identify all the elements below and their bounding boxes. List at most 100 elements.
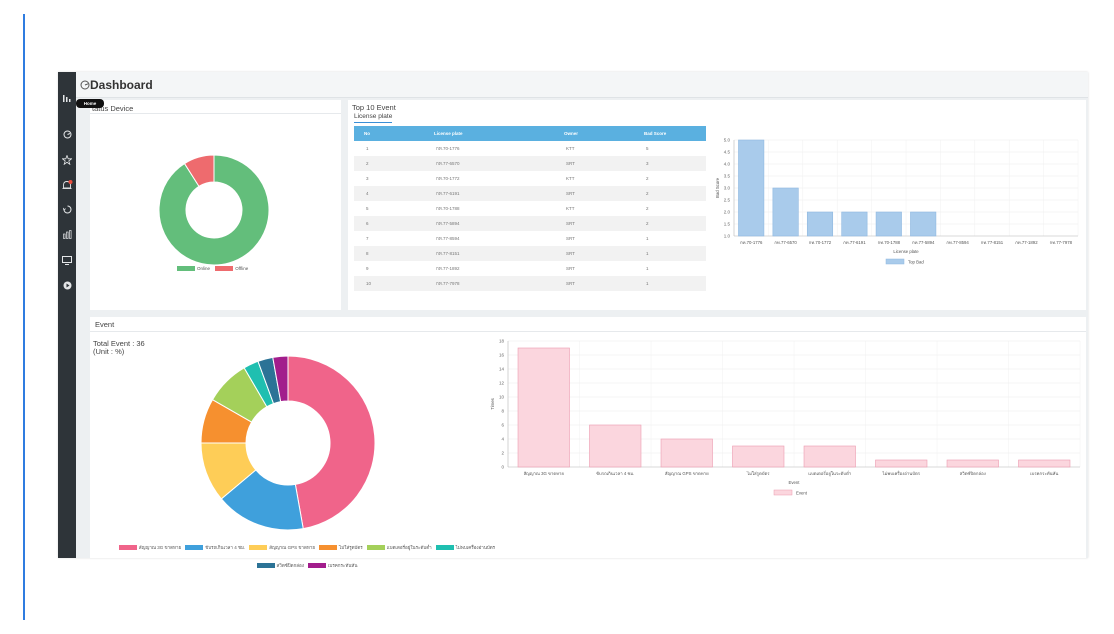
cell-bad-score: 1 (634, 246, 706, 261)
unit-label: (Unit : %) (93, 347, 125, 356)
bar[interactable] (772, 187, 799, 237)
bar[interactable] (875, 211, 902, 237)
legend-item[interactable]: ไม่พบเครื่องอ่านบัตร (432, 544, 495, 551)
bar[interactable] (910, 211, 937, 237)
y-tick-label: 4.5 (724, 150, 731, 155)
x-tick-label: กท.77-6191 (843, 240, 866, 245)
table-row[interactable]: 7 กท.77-8594 SRT 1 (354, 231, 706, 246)
legend-swatch (435, 545, 454, 551)
y-tick-label: 1.5 (724, 222, 731, 227)
event-panel-title: Event (95, 320, 115, 329)
bar[interactable] (589, 424, 642, 468)
event-bar-chart: 0 2 4 6 8 10 12 14 16 18 สัญญาณ 3G ขาดหาย ขับรถเกิน… (490, 339, 1081, 496)
legend-item[interactable]: สัญญาณ 3G ขาดหาย (115, 544, 181, 551)
cell-bad-score: 2 (646, 206, 649, 211)
legend-label[interactable]: Top Bad (908, 260, 924, 265)
monitor-icon[interactable] (58, 255, 76, 269)
cell-no: 7 (366, 236, 369, 241)
column-header-license-plate[interactable]: License plate (424, 126, 554, 141)
bar[interactable] (875, 459, 928, 468)
report-icon[interactable] (58, 229, 76, 243)
legend-item[interactable]: เบรคกระทันหัน (304, 562, 357, 569)
bar[interactable] (946, 459, 999, 468)
table-row[interactable]: 9 กท.77-1892 SRT 1 (354, 261, 706, 276)
y-tick-label: 4.0 (724, 162, 731, 167)
legend-label: สัญญาณ GPS ขาดหาย (269, 545, 316, 550)
cell-bad-score: 2 (646, 176, 649, 181)
cell-license-plate: กท.77-1892 (436, 266, 460, 271)
table-row[interactable]: 5 กท.70-1788 KTT 2 (354, 201, 706, 216)
status-slice[interactable] (183, 154, 215, 188)
stats-icon[interactable] (58, 93, 76, 107)
y-tick-label: 6 (501, 423, 504, 428)
total-event-label: Total Event : 36 (93, 339, 145, 348)
dashboard-icon[interactable] (58, 129, 76, 143)
cell-no: 8 (354, 246, 424, 261)
play-icon[interactable] (58, 280, 76, 294)
legend-label: เบรคกระทันหัน (327, 563, 358, 568)
legend-item[interactable]: แบตเตอรี่อยู่ในระดับต่ำ (363, 544, 432, 551)
top-event-title: Top 10 Event (352, 103, 396, 112)
table-row[interactable]: 6 กท.77-5894 SRT 2 (354, 216, 706, 231)
cell-bad-score: 3 (634, 156, 706, 171)
y-tick-label: 4 (501, 437, 504, 442)
bar[interactable] (1018, 459, 1071, 468)
sidebar (58, 72, 76, 558)
status-donut-chart (158, 154, 270, 266)
y-tick-label: 8 (501, 409, 504, 414)
cell-owner: SRT (554, 216, 634, 231)
bar[interactable] (660, 438, 713, 468)
bar[interactable] (732, 445, 785, 468)
legend-label-online[interactable]: Online (197, 266, 211, 271)
legend-item[interactable]: ขับรถเกินเวลา 4 ชม. (181, 544, 245, 551)
column-header-bad-score[interactable]: Bad Score (634, 126, 706, 141)
cell-owner: SRT (554, 186, 634, 201)
bar[interactable] (806, 211, 834, 237)
y-tick-label: 2.5 (724, 198, 731, 203)
cell-owner: SRT (566, 236, 575, 241)
x-tick-label: แบตเตอรี่อยู่ในระดับต่ำ (808, 470, 851, 477)
cell-owner: SRT (554, 246, 634, 261)
event-slice[interactable] (287, 355, 376, 530)
x-tick-label: กท.70-1772 (809, 240, 832, 245)
table-row[interactable]: 3 กท.70-1772 KTT 2 (354, 171, 706, 186)
bar[interactable] (738, 139, 765, 237)
cell-no: 9 (366, 266, 369, 271)
bar[interactable] (841, 211, 868, 237)
column-header-owner[interactable]: Owner (554, 126, 634, 141)
status-slice[interactable] (158, 154, 270, 266)
event-slice[interactable] (272, 355, 289, 403)
bar[interactable] (517, 347, 570, 468)
legend-item[interactable]: สัญญาณ GPS ขาดหาย (245, 544, 315, 551)
legend-label: ขับรถเกินเวลา 4 ชม. (205, 545, 246, 550)
y-tick-label: 2 (501, 451, 504, 456)
cell-owner: KTT (566, 176, 575, 181)
table-row[interactable]: 8 กท.77-8151 SRT 1 (354, 246, 706, 261)
y-tick-label: 5.0 (724, 138, 731, 143)
cell-license-plate: กท.77-6570 (424, 156, 554, 171)
legend-swatch-online (177, 266, 195, 272)
column-header-no[interactable]: No (354, 126, 424, 141)
x-tick-label: กท.77-1892 (1015, 240, 1038, 245)
legend-item[interactable]: สวิตซ์ปิดกล่อง (253, 562, 304, 569)
x-axis-title: Event (789, 480, 801, 485)
table-row[interactable]: 2 กท.77-6570 SRT 3 (354, 156, 706, 171)
cell-owner: KTT (566, 206, 575, 211)
history-icon[interactable] (58, 204, 76, 218)
legend-label-offline[interactable]: Offline (235, 266, 249, 271)
table-row[interactable]: 4 กท.77-6191 SRT 2 (354, 186, 706, 201)
alarm-icon[interactable] (58, 179, 76, 193)
x-tick-label: สวิตซ์ปิดกล่อง (960, 471, 986, 476)
bar[interactable] (803, 445, 856, 468)
table-header-row: No License plate Owner Bad Score (354, 126, 706, 141)
status-device-panel: tatus Device Online Offline (90, 100, 341, 310)
y-tick-label: 0 (501, 465, 504, 470)
y-axis-title: Times (490, 398, 495, 410)
table-row[interactable]: 10 กท.77-7978 SRT 1 (354, 276, 706, 291)
y-tick-label: 3.0 (724, 186, 731, 191)
tab-license-plate[interactable]: License plate (354, 113, 393, 123)
star-icon[interactable] (58, 154, 76, 168)
legend-item[interactable]: ไม่ใส่รูดบัตร (315, 544, 363, 551)
table-row[interactable]: 1 กท.70-1776 KTT 5 (354, 141, 706, 156)
legend-label[interactable]: Event (796, 491, 808, 496)
